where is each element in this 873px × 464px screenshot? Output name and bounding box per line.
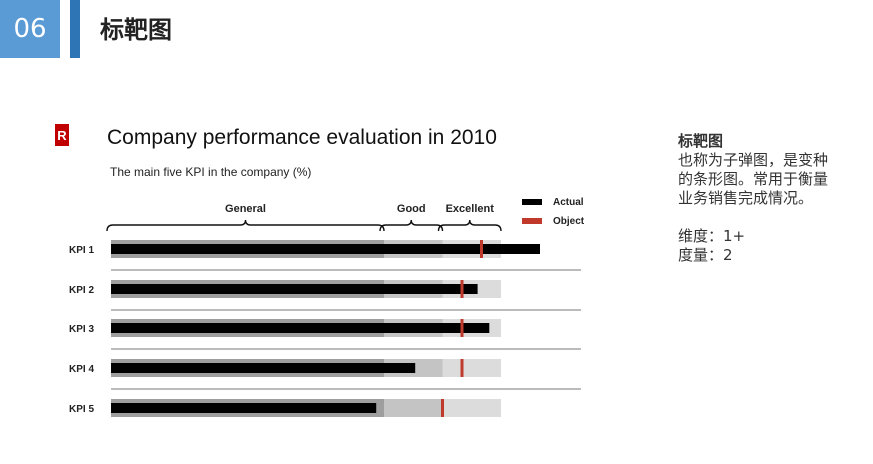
actual-bar [111,363,416,373]
logo-icon: R [55,124,69,146]
actual-bar [111,323,490,333]
object-marker [460,359,464,377]
chart-title: Company performance evaluation in 2010 [107,126,497,149]
kpi-label: KPI 3 [69,324,94,335]
side-notes: 标靶图 也称为子弹图，是变种 的条形图。常用于衡量 业务销售完成情况。 维度：1… [678,132,868,265]
range-label: General [225,203,266,215]
side-desc-line: 业务销售完成情况。 [678,189,814,207]
kpi-label: KPI 1 [69,245,94,256]
range-band [384,399,443,417]
legend-label: Actual [553,197,584,208]
legend-swatch-actual [522,199,542,205]
object-marker [480,240,483,258]
chart-subtitle: The main five KPI in the company (%) [110,165,312,179]
range-brace [437,219,502,232]
range-label: Good [397,203,426,215]
legend-swatch-object [522,218,542,224]
side-desc-line: 的条形图。常用于衡量 [678,170,829,188]
page-title: 标靶图 [100,16,172,44]
legend-label: Object [553,216,585,227]
range-band [442,359,501,377]
actual-bar [111,284,478,294]
kpi-label: KPI 4 [69,364,94,375]
range-brace [106,219,385,232]
section-accent-bar [70,0,80,58]
actual-bar [111,244,540,254]
actual-bar [111,403,377,413]
kpi-label: KPI 2 [69,285,94,296]
object-marker [441,399,444,417]
side-measure: 度量：2 [678,246,733,264]
kpi-label: KPI 5 [69,404,94,415]
side-dimension: 维度：1+ [678,227,746,245]
range-brace [379,219,444,232]
object-marker [460,280,464,298]
section-number: 06 [0,0,60,58]
range-label: Excellent [446,203,495,215]
side-heading: 标靶图 [678,132,724,150]
range-band [442,399,501,417]
side-desc-line: 也称为子弹图，是变种 [678,151,829,169]
object-marker [460,319,464,337]
